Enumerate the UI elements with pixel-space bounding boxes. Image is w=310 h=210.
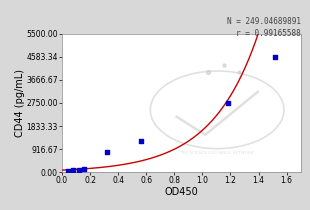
Point (138, 139, 143, 142)
Point (222, 64, 227, 67)
Text: N = 249.04689891: N = 249.04689891 (227, 17, 301, 26)
Point (273, 55, 278, 58)
Y-axis label: CD44 (pg/mL): CD44 (pg/mL) (15, 69, 25, 137)
Point (205, 71, 210, 74)
X-axis label: OD450: OD450 (165, 187, 198, 197)
Point (65, 170, 70, 173)
Text: r = 0.99165588: r = 0.99165588 (236, 29, 301, 38)
Point (236, 71, 241, 74)
Point (71, 168, 76, 172)
Point (104, 150, 109, 154)
Point (76, 168, 81, 171)
Text: THE SCIENCE EXCHANGE NETWORK: THE SCIENCE EXCHANGE NETWORK (180, 151, 254, 155)
Point (82, 168, 87, 171)
Point (225, 101, 230, 105)
